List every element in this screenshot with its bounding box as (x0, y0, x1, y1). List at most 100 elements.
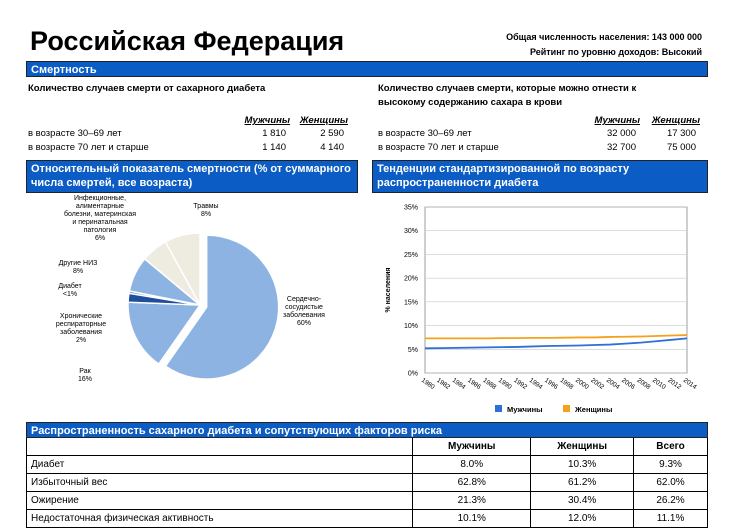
table-row: Избыточный вес 62.8% 61.2% 62.0% (25, 473, 708, 492)
row-label: в возрасте 30–69 лет (28, 128, 122, 139)
value-label: 8% (200, 211, 212, 218)
row-label: Избыточный вес (25, 473, 414, 492)
x-tick-label: 2008 (636, 377, 652, 391)
category-label: Хронические респираторные заболевания (55, 313, 107, 336)
value-label: 6% (94, 235, 106, 242)
legend-swatch (495, 405, 502, 412)
column-header: Всего (633, 437, 708, 456)
legend-swatch (563, 405, 570, 412)
row-label: в возрасте 70 лет и старше (378, 142, 499, 153)
cell: 62.8% (412, 473, 532, 492)
cell: 21.3% (412, 491, 532, 510)
cell: 26.2% (633, 491, 708, 510)
pie-label: Инфекционные, алиментарные болезни, мате… (62, 195, 138, 243)
pie-label: Хронические респираторные заболевания 2% (38, 313, 124, 345)
column-header: Женщины (530, 437, 635, 456)
y-tick-label: 0% (408, 371, 418, 378)
pie-slice (164, 232, 201, 306)
cell: 1 140 (262, 142, 286, 153)
cell: 17 300 (666, 128, 696, 139)
cell: 32 700 (606, 142, 636, 153)
section-bar: Смертность (26, 61, 708, 77)
value-label: <1% (62, 291, 78, 298)
pie-slice (127, 301, 202, 366)
value-label: 2% (75, 337, 87, 344)
x-tick-label: 1988 (481, 377, 497, 391)
cell: 9.3% (633, 455, 708, 474)
y-tick-label: 5% (408, 347, 418, 354)
table-row: Диабет 8.0% 10.3% 9.3% (25, 455, 708, 474)
cell: 32 000 (606, 128, 636, 139)
table-title: Количество случаев смерти от сахарного д… (28, 83, 266, 94)
x-tick-label: 1986 (466, 377, 482, 391)
column-header: Мужчины (244, 115, 291, 126)
y-tick-label: 10% (404, 323, 418, 330)
x-tick-label: 1980 (420, 377, 436, 391)
column-header: Мужчины (412, 437, 532, 456)
cell: 11.1% (633, 509, 708, 528)
pie-label: Травмы 8% (186, 203, 226, 219)
cell: 61.2% (530, 473, 635, 492)
x-tick-label: 2010 (651, 377, 667, 391)
x-tick-label: 2000 (574, 377, 590, 391)
y-tick-label: 30% (404, 228, 418, 235)
page-title: Российская Федерация (30, 26, 345, 56)
table-title: Количество случаев смерти, которые можно… (378, 83, 637, 108)
column-header: Мужчины (594, 115, 641, 126)
chart-title: Относительный показатель смертности (% о… (26, 160, 358, 193)
x-tick-label: 1990 (497, 377, 513, 391)
cell: 1 810 (262, 128, 286, 139)
cell: 2 590 (320, 128, 344, 139)
category-label: Рак (79, 368, 91, 375)
y-tick-label: 15% (404, 299, 418, 306)
income-rating: Рейтинг по уровню доходов: Высокий (529, 47, 702, 57)
x-tick-label: 2004 (605, 377, 621, 391)
value-label: 8% (72, 268, 84, 275)
y-tick-label: 35% (404, 205, 418, 212)
column-header: Женщины (651, 115, 700, 126)
cell: 12.0% (530, 509, 635, 528)
x-tick-label: 1982 (435, 377, 451, 391)
row-label: Ожирение (25, 491, 414, 510)
line-series (424, 337, 688, 350)
x-tick-label: 1994 (528, 377, 544, 391)
category-label: Другие НИЗ (58, 260, 98, 267)
row-label: Недостаточная физическая активность (25, 509, 414, 528)
population: Общая численность населения: 143 000 000 (506, 32, 702, 42)
pie-slice (164, 234, 280, 380)
y-axis-label: % населения (385, 268, 392, 313)
cell: 30.4% (530, 491, 635, 510)
value-label: 60% (296, 320, 311, 327)
column-header: Женщины (299, 115, 348, 126)
y-tick-label: 25% (404, 252, 418, 259)
cell: 62.0% (633, 473, 708, 492)
cell: 8.0% (412, 455, 532, 474)
risk-table: Мужчины Женщины Всего Диабет 8.0% 10.3% 9.3% Из… (25, 437, 708, 528)
legend-label: Женщины (574, 405, 612, 414)
cell: 75 000 (666, 142, 696, 153)
x-tick-label: 2002 (589, 377, 605, 391)
line-series (425, 334, 688, 340)
x-tick-label: 1998 (559, 377, 575, 391)
pie-label: Сердечно-сосудистые заболевания 60% (276, 296, 332, 328)
pie-label: Диабет <1% (48, 283, 92, 299)
x-tick-label: 1984 (451, 377, 467, 391)
section-bar: Распространенность сахарного диабета и с… (26, 422, 708, 438)
category-label: Сердечно-сосудистые заболевания (283, 296, 325, 319)
table-row: Ожирение 21.3% 30.4% 26.2% (25, 491, 708, 510)
x-tick-label: 1992 (512, 377, 528, 391)
chart-title: Тенденции стандартизированной по возраст… (372, 160, 708, 193)
pie-label: Другие НИЗ 8% (52, 260, 104, 276)
header-cell (25, 437, 414, 456)
x-tick-label: 1996 (543, 377, 559, 391)
table-row: Недостаточная физическая активность 10.1%… (25, 509, 708, 528)
category-label: Травмы (193, 203, 219, 210)
category-label: Диабет (58, 283, 82, 290)
row-label: в возрасте 30–69 лет (378, 128, 472, 139)
header-row: Мужчины Женщины Всего (25, 437, 708, 456)
cell: 10.3% (530, 455, 635, 474)
cell: 10.1% (412, 509, 532, 528)
